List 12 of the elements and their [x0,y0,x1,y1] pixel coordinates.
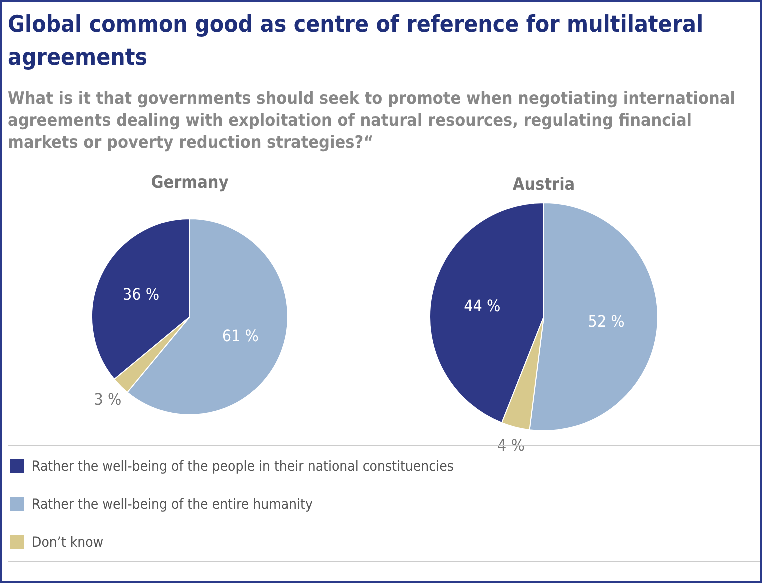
text: Germany [151,173,229,193]
chart-title: Global common good as centre of reference for multilateral agreements [8,12,704,71]
data-label: 36 % [122,285,160,304]
data-label: 52 % [588,312,625,331]
legend-label: Rather the well-being of the people in their national constituencies [32,459,454,475]
legend-label: Rather the well-being of the entire humanity [32,497,314,513]
text: Austria [512,175,576,195]
data-label: 44 % [464,296,501,316]
data-label: 61 % [222,326,259,346]
data-label: 3 % [94,390,122,410]
legend-label: Don’t know [32,535,104,551]
chart-subtitle: What is it that governments should seek to promote when negotiating international agreements dealing with exploitation of natural resources, regulating financial markets or poverty reduction strategies?“ [8,89,736,153]
